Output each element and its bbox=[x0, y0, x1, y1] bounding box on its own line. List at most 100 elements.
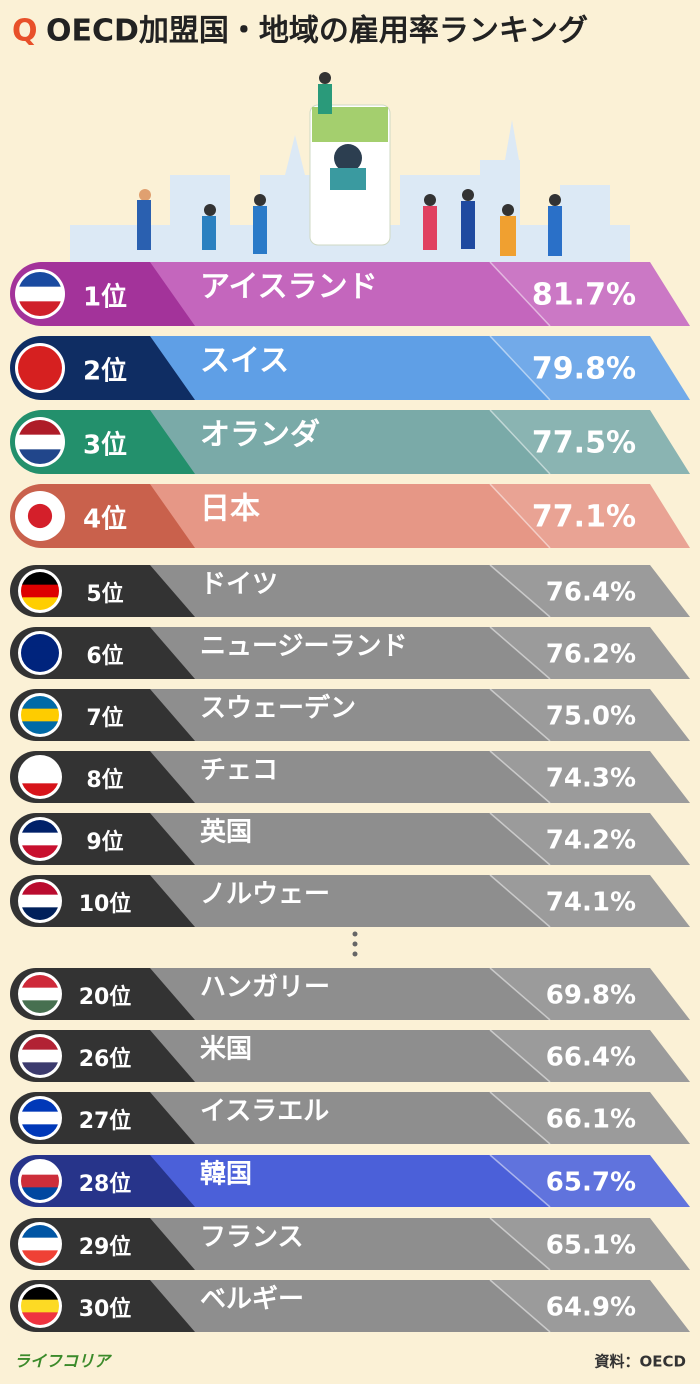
rank: 10位 bbox=[79, 891, 132, 917]
flag-stripe bbox=[21, 1049, 59, 1063]
value-area bbox=[490, 1092, 690, 1144]
flag-stripe bbox=[18, 360, 62, 376]
flag-stripe bbox=[18, 301, 62, 316]
flag-stripe bbox=[18, 346, 62, 362]
country: ノルウェー bbox=[200, 880, 330, 910]
flag-stripe bbox=[18, 286, 62, 302]
country: ベルギー bbox=[200, 1285, 304, 1315]
row-band bbox=[40, 1092, 690, 1144]
row-band bbox=[40, 484, 690, 548]
country: アイスランド bbox=[200, 270, 378, 305]
flag bbox=[21, 1099, 59, 1137]
rank: 26位 bbox=[79, 1046, 132, 1072]
divider bbox=[489, 1279, 551, 1333]
rank: 8位 bbox=[86, 767, 123, 793]
flag-stripe bbox=[21, 584, 59, 598]
rate: 75.0% bbox=[546, 702, 636, 732]
brand: ライフコリア bbox=[14, 1352, 113, 1371]
flag bbox=[21, 758, 59, 796]
flag bbox=[21, 1287, 59, 1325]
country: フランス bbox=[200, 1223, 303, 1253]
flag-stripe bbox=[18, 420, 62, 436]
flag-stripe bbox=[21, 1299, 59, 1313]
rank: 4位 bbox=[83, 504, 127, 535]
value-area bbox=[490, 262, 690, 326]
country: 韓国 bbox=[200, 1160, 252, 1190]
divider bbox=[489, 1091, 551, 1145]
flag bbox=[18, 420, 62, 464]
country: オランダ bbox=[200, 418, 320, 453]
ranking-row: 20位 ハンガリー 69.8% bbox=[10, 967, 690, 1021]
country: スウェーデン bbox=[200, 693, 356, 724]
title-mark: Q bbox=[12, 14, 38, 49]
flag-stripe bbox=[21, 1174, 59, 1188]
rank: 5位 bbox=[86, 581, 123, 607]
value-area bbox=[490, 875, 690, 927]
source: 資料：OECD bbox=[595, 1353, 686, 1371]
flag-stripe bbox=[21, 1037, 59, 1051]
divider bbox=[489, 564, 551, 618]
row-band bbox=[40, 410, 690, 474]
flag-stripe bbox=[18, 272, 62, 288]
divider bbox=[489, 688, 551, 742]
divider bbox=[489, 335, 551, 401]
value-area bbox=[490, 565, 690, 617]
value-area bbox=[490, 1030, 690, 1082]
rate: 65.7% bbox=[546, 1168, 636, 1198]
rank: 20位 bbox=[79, 984, 132, 1010]
row-band bbox=[40, 262, 690, 326]
flag-stripe bbox=[21, 1162, 59, 1176]
country: ニュージーランド bbox=[200, 632, 407, 662]
flag-stripe bbox=[21, 758, 59, 772]
flag-stripe bbox=[21, 1187, 59, 1200]
flag-stripe bbox=[21, 597, 59, 610]
value-area bbox=[490, 484, 690, 548]
flag-stripe bbox=[21, 1225, 59, 1239]
flag bbox=[21, 634, 59, 672]
divider bbox=[489, 483, 551, 549]
ranking-row: 30位 ベルギー 64.9% bbox=[10, 1279, 690, 1333]
divider bbox=[489, 626, 551, 680]
divider bbox=[489, 874, 551, 928]
value-area bbox=[490, 336, 690, 400]
row-band bbox=[40, 1218, 690, 1270]
flag-stripe bbox=[21, 832, 59, 846]
rate: 77.1% bbox=[532, 500, 636, 535]
country: チェコ bbox=[200, 756, 278, 786]
rank: 3位 bbox=[83, 430, 127, 461]
flag bbox=[21, 1162, 59, 1200]
divider bbox=[489, 750, 551, 804]
value-area bbox=[490, 968, 690, 1020]
row-band bbox=[40, 627, 690, 679]
flag-stripe bbox=[21, 770, 59, 784]
ranking-row: 5位 ドイツ 76.4% bbox=[10, 564, 690, 618]
rate: 74.1% bbox=[546, 888, 636, 918]
value-area bbox=[490, 689, 690, 741]
row-band bbox=[40, 875, 690, 927]
title: OECD加盟国・地域の雇用率ランキング bbox=[46, 14, 588, 49]
country: イスラエル bbox=[200, 1097, 329, 1127]
ranking-row: 10位 ノルウェー 74.1% bbox=[10, 874, 690, 928]
rate: 64.9% bbox=[546, 1293, 636, 1323]
rank: 6位 bbox=[86, 643, 123, 669]
flag-stripe bbox=[21, 783, 59, 796]
row-band bbox=[40, 813, 690, 865]
flag-stripe bbox=[21, 634, 59, 648]
flag bbox=[21, 572, 59, 610]
flag bbox=[18, 346, 62, 390]
rank: 29位 bbox=[79, 1234, 132, 1260]
flag bbox=[18, 494, 62, 538]
flag-stripe bbox=[21, 1111, 59, 1125]
rate: 74.2% bbox=[546, 826, 636, 856]
country: 英国 bbox=[200, 818, 252, 848]
value-area bbox=[490, 1155, 690, 1207]
value-area bbox=[490, 410, 690, 474]
flag bbox=[21, 820, 59, 858]
flag-stripe bbox=[21, 659, 59, 672]
flag-stripe bbox=[21, 1124, 59, 1137]
rank: 27位 bbox=[79, 1108, 132, 1134]
flag-stripe bbox=[21, 1287, 59, 1301]
illustration bbox=[70, 72, 630, 265]
